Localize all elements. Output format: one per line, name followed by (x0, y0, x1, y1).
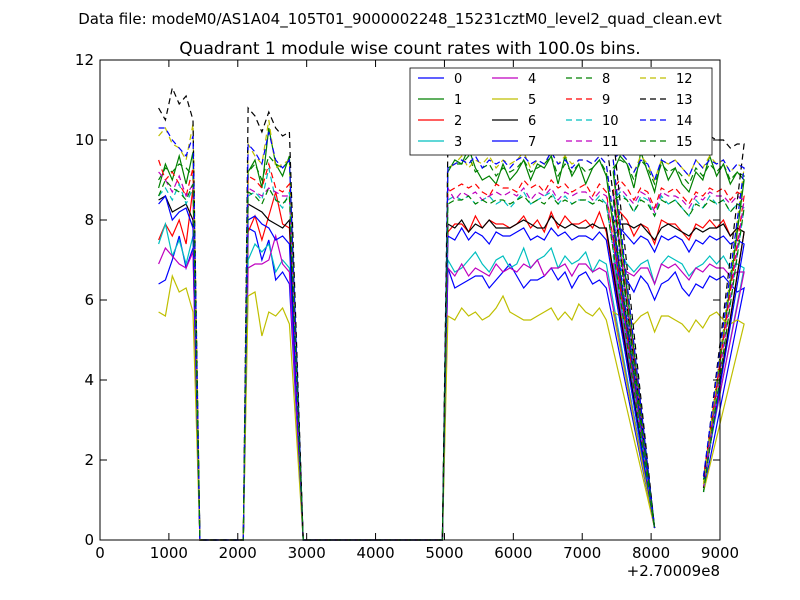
x-tick-label: 2000 (219, 544, 257, 562)
legend-label: 1 (454, 93, 462, 108)
legend-label: 14 (676, 114, 693, 129)
legend-label: 10 (602, 114, 619, 129)
x-offset-label: +2.70009e8 (627, 562, 720, 580)
series-line-9 (158, 159, 745, 541)
x-tick-label: 0 (95, 544, 105, 562)
legend-label: 12 (676, 72, 693, 87)
chart-title: Quadrant 1 module wise count rates with … (179, 39, 640, 59)
legend-label: 15 (676, 135, 693, 150)
legend-label: 0 (454, 72, 462, 87)
series-line-0 (158, 226, 745, 541)
y-tick-label: 2 (84, 451, 94, 469)
legend-label: 2 (454, 114, 462, 129)
y-tick-label: 8 (84, 211, 94, 229)
series-line-7 (158, 194, 745, 541)
x-tick-label: 4000 (356, 544, 394, 562)
legend-label: 5 (528, 93, 536, 108)
x-tick-label: 5000 (425, 544, 463, 562)
series-line-8 (158, 154, 745, 541)
y-tick-label: 10 (75, 131, 94, 149)
figure-suptitle: Data file: modeM0/AS1A04_105T01_90000022… (78, 10, 722, 29)
series-line-12 (158, 119, 745, 541)
x-tick-label: 1000 (150, 544, 188, 562)
legend-label: 11 (602, 135, 619, 150)
legend-label: 8 (602, 72, 610, 87)
y-tick-label: 12 (75, 51, 94, 69)
series-line-6 (158, 195, 745, 541)
axis-ticks: 0 1000 2000 3000 4000 5000 6000 7000 8000 9000 0 2 4… (75, 51, 739, 562)
y-tick-label: 0 (84, 531, 94, 549)
legend-label: 7 (528, 135, 536, 150)
x-tick-label: 6000 (494, 544, 532, 562)
x-tick-label: 3000 (288, 544, 326, 562)
series-line-5 (158, 273, 745, 541)
series-line-4 (158, 233, 745, 541)
x-tick-label: 9000 (701, 544, 739, 562)
series-layer (158, 86, 745, 541)
series-line-1 (158, 127, 745, 541)
legend-label: 4 (528, 72, 536, 87)
series-line-15 (158, 178, 745, 541)
series-line-11 (158, 171, 745, 541)
series-line-14 (158, 127, 745, 541)
legend-label: 6 (528, 114, 536, 129)
legend-label: 9 (602, 93, 610, 108)
x-tick-label: 8000 (632, 544, 670, 562)
legend-label: 3 (454, 135, 462, 150)
y-tick-label: 4 (84, 371, 94, 389)
y-tick-label: 6 (84, 291, 94, 309)
series-line-2 (158, 187, 745, 541)
x-tick-label: 7000 (563, 544, 601, 562)
legend-label: 13 (676, 93, 693, 108)
